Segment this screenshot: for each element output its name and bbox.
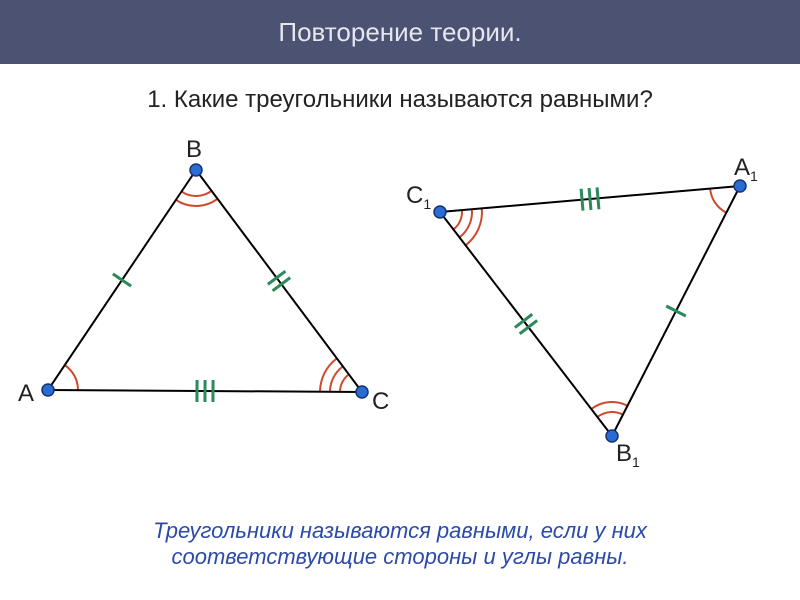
titlebar: Повторение теории. — [0, 0, 800, 64]
answer-text: Треугольники называются равными, если у … — [0, 518, 800, 570]
vertex-label: A — [18, 380, 34, 408]
answer-line-2: соответствующие стороны и углы равны. — [171, 544, 628, 569]
question-text: 1. Какие треугольники называются равными… — [0, 86, 800, 114]
diagram-area: A B C C1 A1 B1 — [0, 130, 800, 470]
vertex-label: B1 — [616, 440, 640, 470]
vertex-label: C — [372, 388, 389, 416]
vertex-label: C1 — [406, 182, 431, 212]
triangles-diagram — [0, 130, 800, 470]
vertex-label: B — [186, 136, 202, 164]
slide: Повторение теории. 1. Какие треугольники… — [0, 0, 800, 600]
vertex-label: A1 — [734, 154, 758, 184]
titlebar-text: Повторение теории. — [278, 17, 521, 48]
answer-line-1: Треугольники называются равными, если у … — [153, 518, 647, 543]
